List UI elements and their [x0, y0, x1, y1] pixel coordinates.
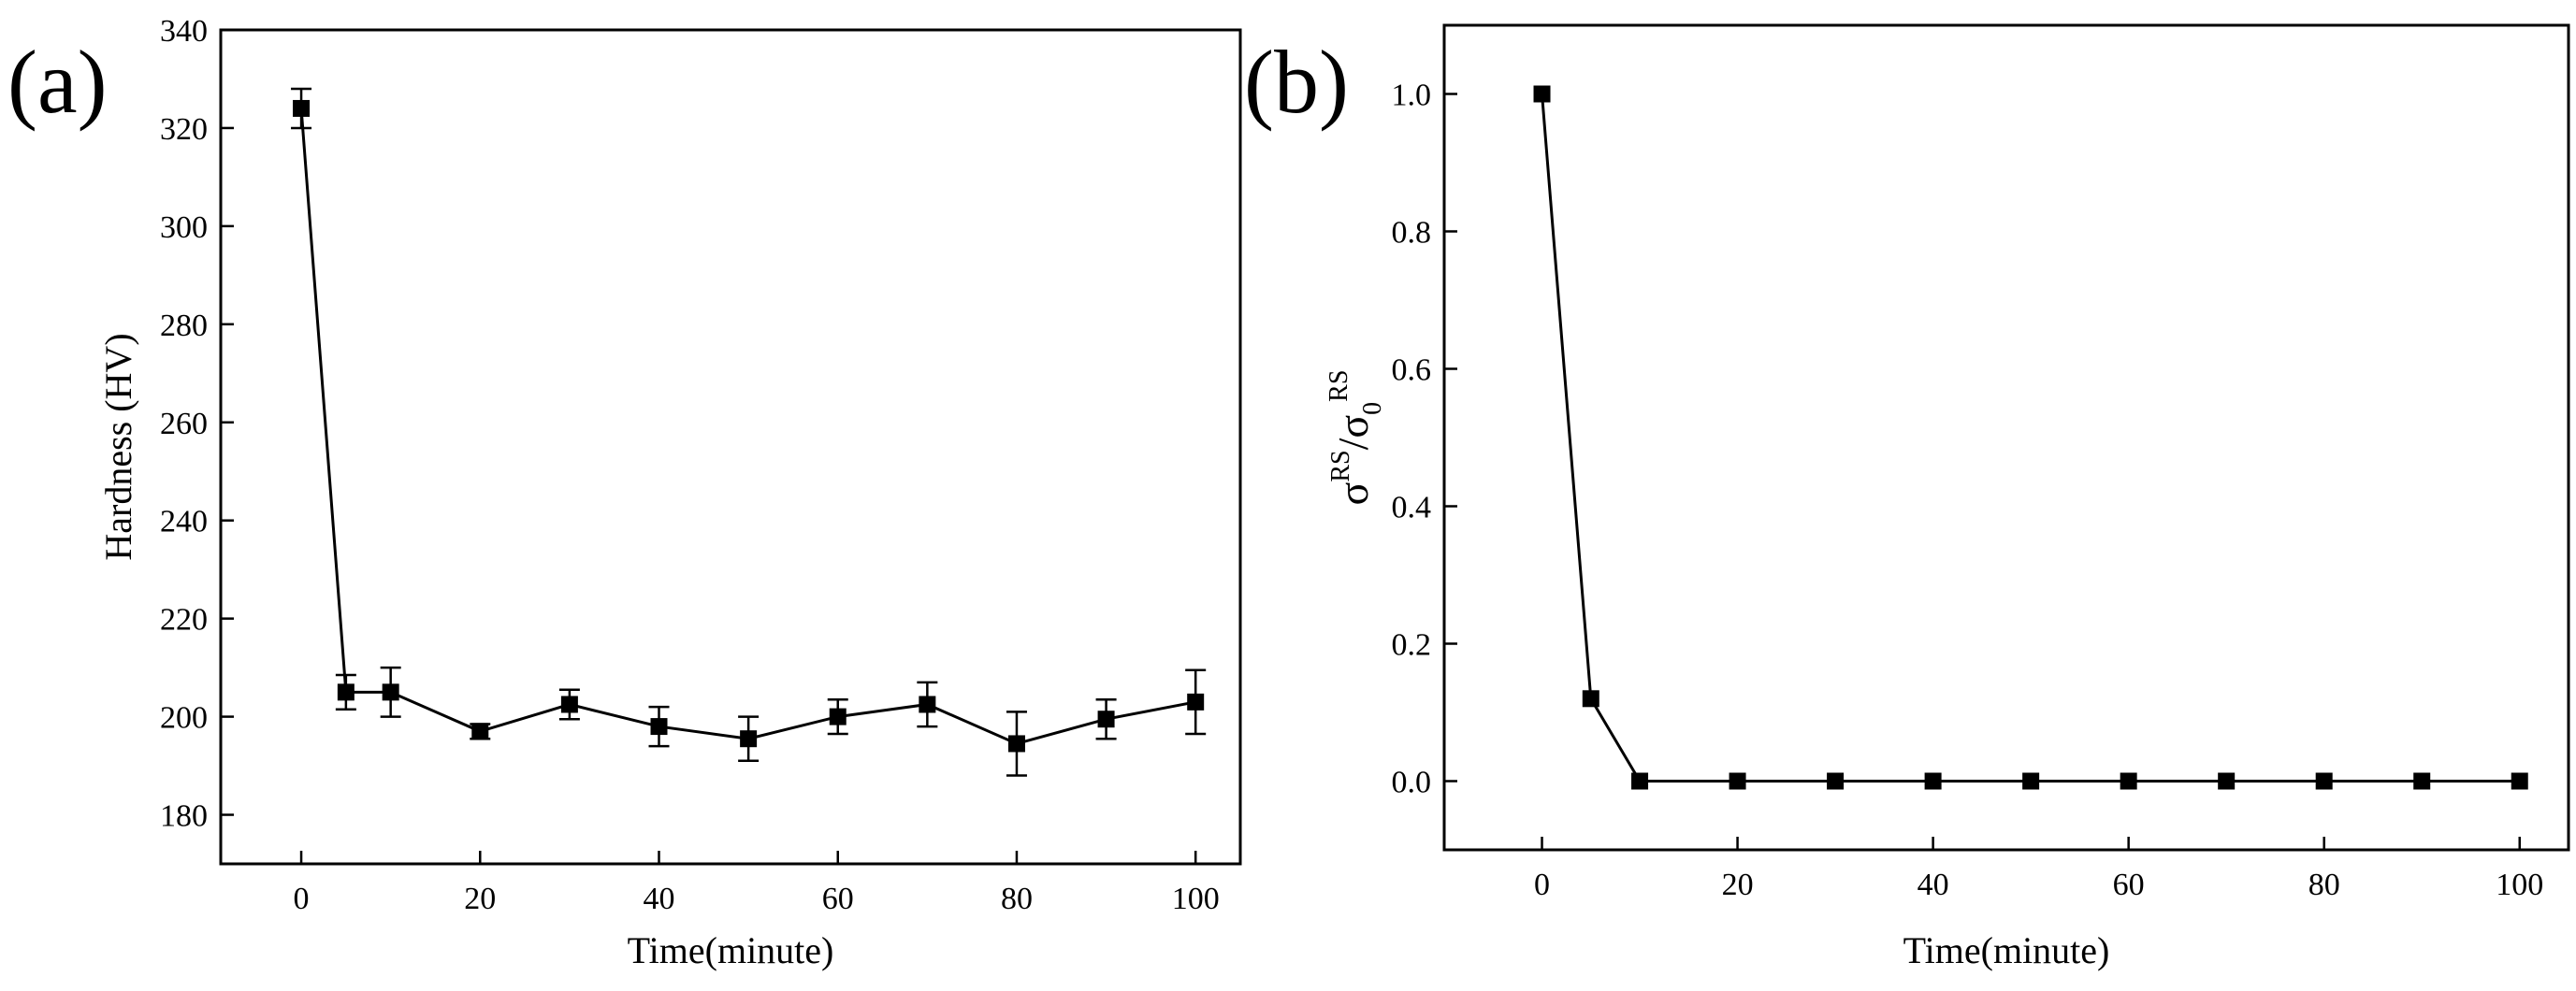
ylabel-sub-0: 0	[1358, 402, 1387, 415]
b-x-tick-label: 60	[2113, 868, 2145, 902]
a-data-point	[337, 683, 355, 701]
b-data-point	[2022, 772, 2040, 790]
b-x-tick-label: 0	[1534, 868, 1550, 902]
b-data-point	[1582, 690, 1599, 708]
b-y-tick-label: 0.6	[1392, 353, 1432, 388]
a-data-point	[293, 99, 311, 117]
a-y-tick-label: 340	[160, 14, 208, 49]
panel-a-series-line	[299, 108, 1196, 746]
a-y-tick-label: 220	[160, 603, 208, 638]
a-x-tick-label: 0	[294, 882, 310, 916]
panel-a-x-axis-title: Time(minute)	[628, 929, 834, 971]
panel-b-y-axis-title: σRS/σ0RS	[1324, 370, 1387, 506]
b-data-point	[2315, 772, 2333, 790]
panel-b-y-axis: 0.0 0.2 0.4 0.6 0.8 1.0	[1392, 79, 1457, 800]
a-data-point	[1007, 735, 1025, 753]
b-y-tick-label: 0.8	[1392, 216, 1432, 251]
b-y-tick-label: 0.2	[1392, 628, 1432, 663]
b-y-tick-label: 0.4	[1392, 491, 1432, 525]
panel-b-x-axis-title: Time(minute)	[1903, 929, 2110, 971]
b-data-point	[1729, 772, 1746, 790]
panel-b-markers	[1533, 85, 2528, 790]
b-data-point	[2218, 772, 2236, 790]
b-data-point	[1533, 85, 1551, 103]
b-data-point	[1924, 772, 1942, 790]
b-x-tick-label: 80	[2308, 868, 2340, 902]
panel-a-markers	[293, 99, 1205, 753]
panel-b-x-axis: 0 20 40 60 80 100	[1534, 837, 2543, 902]
panel-a-hardness-chart: (a) 0 20 40 60 80 100 180 200 220 240 260 280 300 32…	[7, 14, 1242, 971]
a-data-point	[382, 683, 399, 701]
b-x-tick-label: 100	[2496, 868, 2543, 902]
panel-a-plot-frame	[219, 28, 1242, 866]
a-data-point	[829, 708, 847, 725]
panel-b-series-line	[1541, 93, 2520, 783]
b-x-tick-label: 20	[1722, 868, 1754, 902]
a-x-tick-label: 100	[1172, 882, 1220, 916]
b-data-point	[2413, 772, 2431, 790]
ylabel-sigma: σ	[1329, 481, 1377, 505]
a-data-point	[1187, 693, 1205, 711]
a-y-tick-label: 200	[160, 701, 208, 736]
a-data-point	[1097, 711, 1115, 728]
b-data-point	[2511, 772, 2528, 790]
a-data-point	[740, 730, 758, 748]
ylabel-slash: /	[1329, 438, 1377, 450]
svg-text:σRS/σ0RS: σRS/σ0RS	[1324, 370, 1387, 506]
ylabel-sigma0: σ	[1329, 415, 1377, 438]
a-data-point	[650, 718, 668, 736]
a-y-tick-label: 300	[160, 210, 208, 245]
a-y-tick-label: 280	[160, 309, 208, 343]
a-y-tick-label: 260	[160, 407, 208, 441]
b-y-tick-label: 0.0	[1392, 766, 1432, 800]
a-y-tick-label: 180	[160, 799, 208, 834]
b-x-tick-label: 40	[1918, 868, 1949, 902]
a-data-point	[919, 696, 936, 713]
b-data-point	[1631, 772, 1649, 790]
panel-a-x-axis: 0 20 40 60 80 100	[294, 851, 1220, 916]
a-y-tick-label: 240	[160, 505, 208, 539]
panel-a-error-bars	[291, 87, 1207, 777]
a-x-tick-label: 60	[822, 882, 854, 916]
ylabel-sup-rs-2: RS	[1324, 370, 1353, 402]
b-y-tick-label: 1.0	[1392, 79, 1432, 113]
a-x-tick-label: 80	[1001, 882, 1033, 916]
panel-a-label: (a)	[7, 32, 108, 132]
a-x-tick-label: 20	[464, 882, 496, 916]
a-data-point	[471, 723, 489, 740]
panel-b-residual-stress-chart: (b) 0 20 40 60 80 100 0.0 0.2 0.4 0.6 0.8 1.0 Time…	[1244, 23, 2570, 971]
b-data-point	[2120, 772, 2137, 790]
panel-a-y-axis: 180 200 220 240 260 280 300 320 340	[160, 14, 234, 834]
a-y-tick-label: 320	[160, 112, 208, 147]
panel-a-y-axis-title: Hardness (HV)	[97, 333, 139, 560]
panel-b-plot-frame	[1442, 23, 2570, 852]
a-data-point	[560, 696, 578, 713]
b-data-point	[1827, 772, 1845, 790]
panel-b-label: (b)	[1244, 32, 1349, 132]
ylabel-sup-rs: RS	[1326, 450, 1355, 481]
a-x-tick-label: 40	[644, 882, 675, 916]
